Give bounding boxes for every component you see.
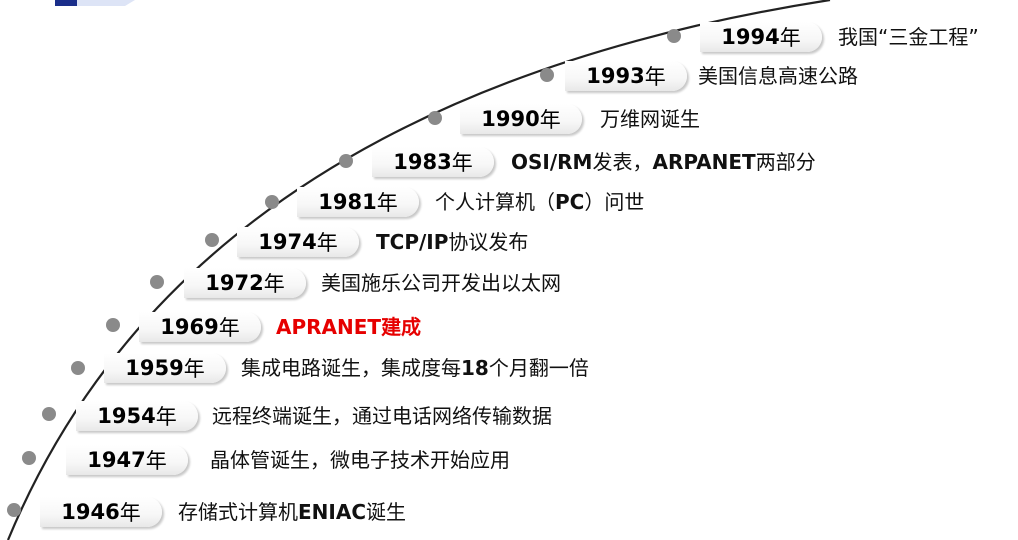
slide-title-fragment	[55, 0, 135, 6]
event-description: 万维网诞生	[600, 107, 700, 131]
year-tab: 1947 年	[66, 445, 188, 475]
timeline-event-1974: 1974 年 TCP/IP协议发布	[237, 227, 1018, 259]
timeline-dot-1946	[7, 503, 21, 517]
year-tab: 1954 年	[76, 401, 198, 431]
timeline-event-1969: 1969 年 APRANET建成	[139, 312, 1018, 344]
year-number: 1969	[160, 315, 219, 339]
year-unit: 年	[644, 65, 666, 89]
year-number: 1993	[586, 64, 645, 88]
timeline-event-1994: 1994 年我国“三金工程”	[700, 22, 1018, 54]
timeline-dot-1993	[540, 68, 554, 82]
year-number: 1954	[97, 404, 156, 428]
timeline-arc	[6, 0, 831, 540]
year-tab: 1983 年	[372, 147, 494, 177]
timeline-event-1946: 1946 年存储式计算机ENIAC诞生	[40, 497, 1018, 529]
timeline-dot-1974	[205, 233, 219, 247]
event-description: 美国施乐公司开发出以太网	[321, 271, 561, 295]
year-unit: 年	[263, 272, 285, 296]
year-number: 1959	[125, 356, 184, 380]
event-description: 集成电路诞生，集成度每18个月翻一倍	[241, 356, 589, 380]
event-description: 我国“三金工程”	[838, 25, 979, 49]
year-unit: 年	[218, 316, 240, 340]
timeline-dot-1947	[22, 451, 36, 465]
year-unit: 年	[183, 357, 205, 381]
year-unit: 年	[376, 191, 398, 215]
timeline-event-1983: 1983 年 OSI/RM发表，ARPANET两部分	[372, 147, 1018, 179]
timeline-event-1959: 1959 年集成电路诞生，集成度每18个月翻一倍	[104, 353, 1018, 385]
year-unit: 年	[145, 449, 167, 473]
year-number: 1981	[318, 190, 377, 214]
year-tab: 1993 年	[565, 61, 687, 91]
year-unit: 年	[119, 501, 141, 525]
year-unit: 年	[316, 231, 338, 255]
timeline-event-1981: 1981 年个人计算机（PC）问世	[297, 187, 1018, 219]
year-tab: 1981 年	[297, 187, 419, 217]
event-description: 个人计算机（PC）问世	[435, 190, 645, 214]
timeline-dot-1994	[667, 29, 681, 43]
event-description: APRANET建成	[276, 315, 422, 339]
year-number: 1972	[205, 271, 264, 295]
year-tab: 1974 年	[237, 227, 359, 257]
year-tab: 1972 年	[184, 268, 306, 298]
year-tab: 1959 年	[104, 353, 226, 383]
year-unit: 年	[155, 405, 177, 429]
timeline-event-1972: 1972 年美国施乐公司开发出以太网	[184, 268, 1018, 300]
year-unit: 年	[451, 151, 473, 175]
year-tab: 1946 年	[40, 497, 162, 527]
timeline-dot-1981	[265, 195, 279, 209]
timeline-event-1990: 1990 年万维网诞生	[460, 104, 1018, 136]
year-number: 1946	[61, 500, 120, 524]
event-description: 存储式计算机ENIAC诞生	[178, 500, 406, 524]
event-description: 远程终端诞生，通过电话网络传输数据	[212, 404, 552, 428]
event-description: 晶体管诞生，微电子技术开始应用	[210, 448, 510, 472]
timeline-dot-1969	[106, 318, 120, 332]
year-number: 1990	[481, 107, 540, 131]
timeline-dot-1972	[150, 275, 164, 289]
year-unit: 年	[539, 108, 561, 132]
year-number: 1947	[87, 448, 146, 472]
timeline-event-1993: 1993 年美国信息高速公路	[565, 61, 1018, 93]
timeline-event-1947: 1947 年晶体管诞生，微电子技术开始应用	[66, 445, 1018, 477]
timeline-dot-1954	[42, 407, 56, 421]
year-unit: 年	[779, 26, 801, 50]
year-tab: 1994 年	[700, 22, 822, 52]
year-number: 1983	[393, 150, 452, 174]
event-description: 美国信息高速公路	[698, 64, 858, 88]
year-number: 1974	[258, 230, 317, 254]
event-description: TCP/IP协议发布	[376, 230, 529, 254]
timeline-dot-1983	[339, 154, 353, 168]
year-number: 1994	[721, 25, 780, 49]
year-tab: 1990 年	[460, 104, 582, 134]
timeline-dot-1990	[428, 111, 442, 125]
timeline-dot-1959	[71, 361, 85, 375]
year-tab: 1969 年	[139, 312, 261, 342]
timeline-event-1954: 1954 年远程终端诞生，通过电话网络传输数据	[76, 401, 1018, 433]
event-description: OSI/RM发表，ARPANET两部分	[511, 150, 816, 174]
